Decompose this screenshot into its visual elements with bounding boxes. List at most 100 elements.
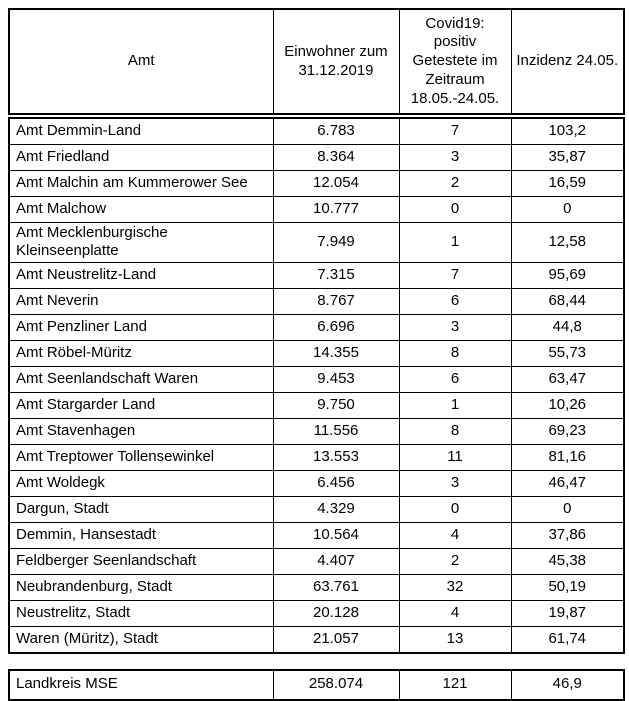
cell-einwohner: 4.407 xyxy=(272,547,400,575)
table-row: Neustrelitz, Stadt 20.128 4 19,87 xyxy=(8,599,625,627)
cell-getestete: 7 xyxy=(398,117,512,145)
cell-amt: Amt Treptower Tollensewinkel xyxy=(8,443,274,471)
cell-getestete: 3 xyxy=(398,313,512,341)
cell-einwohner: 6.696 xyxy=(272,313,400,341)
cell-amt: Feldberger Seenlandschaft xyxy=(8,547,274,575)
cell-inzidenz: 46,9 xyxy=(510,669,625,701)
cell-amt: Dargun, Stadt xyxy=(8,495,274,523)
cell-inzidenz: 55,73 xyxy=(510,339,625,367)
cell-einwohner: 63.761 xyxy=(272,573,400,601)
cell-getestete: 8 xyxy=(398,417,512,445)
cell-getestete: 6 xyxy=(398,365,512,393)
column-header-inzidenz: Inzidenz 24.05. xyxy=(510,8,625,115)
cell-amt: Amt Röbel-Müritz xyxy=(8,339,274,367)
cell-inzidenz: 95,69 xyxy=(510,261,625,289)
cell-amt: Amt Friedland xyxy=(8,144,274,171)
header-row: Amt Einwohner zum 31.12.2019 Covid19: po… xyxy=(8,8,625,115)
table-row: Amt Stargarder Land 9.750 1 10,26 xyxy=(8,391,625,419)
cell-einwohner: 9.750 xyxy=(272,391,400,419)
cell-amt: Landkreis MSE xyxy=(8,669,274,701)
cell-getestete: 3 xyxy=(398,469,512,497)
total-row: Landkreis MSE 258.074 121 46,9 xyxy=(8,669,625,701)
table-row: Amt Malchow 10.777 0 0 xyxy=(8,196,625,223)
cell-einwohner: 10.777 xyxy=(272,196,400,223)
cell-einwohner: 6.783 xyxy=(272,117,400,145)
cell-inzidenz: 19,87 xyxy=(510,599,625,627)
cell-inzidenz: 44,8 xyxy=(510,313,625,341)
cell-getestete: 1 xyxy=(398,222,512,263)
cell-inzidenz: 69,23 xyxy=(510,417,625,445)
cell-einwohner: 7.949 xyxy=(272,222,400,263)
cell-amt: Amt Malchow xyxy=(8,196,274,223)
cell-amt: Amt Seenlandschaft Waren xyxy=(8,365,274,393)
table-row: Amt Friedland 8.364 3 35,87 xyxy=(8,144,625,171)
cell-getestete: 1 xyxy=(398,391,512,419)
cell-amt: Amt Malchin am Kummerower See xyxy=(8,170,274,197)
cell-amt: Amt Demmin-Land xyxy=(8,117,274,145)
cell-amt: Amt Mecklenburgische Kleinseenplatte xyxy=(8,222,274,263)
cell-amt: Demmin, Hansestadt xyxy=(8,521,274,549)
cell-getestete: 0 xyxy=(398,495,512,523)
amt-data-table: Amt Demmin-Land 6.783 7 103,2 Amt Friedland 8… xyxy=(8,117,625,654)
cell-einwohner: 4.329 xyxy=(272,495,400,523)
cell-amt: Neustrelitz, Stadt xyxy=(8,599,274,627)
cell-getestete: 2 xyxy=(398,170,512,197)
column-header-einwohner: Einwohner zum 31.12.2019 xyxy=(272,8,400,115)
cell-einwohner: 14.355 xyxy=(272,339,400,367)
cell-einwohner: 7.315 xyxy=(272,261,400,289)
cell-getestete: 121 xyxy=(398,669,512,701)
column-header-amt: Amt xyxy=(8,8,274,115)
cell-inzidenz: 81,16 xyxy=(510,443,625,471)
cell-inzidenz: 0 xyxy=(510,495,625,523)
column-header-getestete: Covid19: positiv Getestete im Zeitraum 1… xyxy=(398,8,512,115)
cell-inzidenz: 12,58 xyxy=(510,222,625,263)
cell-einwohner: 21.057 xyxy=(272,625,400,654)
cell-einwohner: 20.128 xyxy=(272,599,400,627)
cell-einwohner: 10.564 xyxy=(272,521,400,549)
table-row: Amt Seenlandschaft Waren 9.453 6 63,47 xyxy=(8,365,625,393)
cell-inzidenz: 0 xyxy=(510,196,625,223)
cell-getestete: 6 xyxy=(398,287,512,315)
cell-amt: Amt Woldegk xyxy=(8,469,274,497)
cell-getestete: 0 xyxy=(398,196,512,223)
cell-amt: Amt Neustrelitz-Land xyxy=(8,261,274,289)
cell-inzidenz: 10,26 xyxy=(510,391,625,419)
landkreis-total-table: Landkreis MSE 258.074 121 46,9 xyxy=(8,668,625,701)
table-row: Amt Mecklenburgische Kleinseenplatte 7.94… xyxy=(8,222,625,263)
cell-inzidenz: 63,47 xyxy=(510,365,625,393)
table-row: Demmin, Hansestadt 10.564 4 37,86 xyxy=(8,521,625,549)
column-header-table: Amt Einwohner zum 31.12.2019 Covid19: po… xyxy=(8,8,625,115)
cell-getestete: 2 xyxy=(398,547,512,575)
cell-amt: Amt Neverin xyxy=(8,287,274,315)
cell-einwohner: 6.456 xyxy=(272,469,400,497)
cell-getestete: 3 xyxy=(398,144,512,171)
cell-inzidenz: 45,38 xyxy=(510,547,625,575)
table-row: Feldberger Seenlandschaft 4.407 2 45,38 xyxy=(8,547,625,575)
cell-inzidenz: 61,74 xyxy=(510,625,625,654)
cell-einwohner: 8.364 xyxy=(272,144,400,171)
cell-einwohner: 9.453 xyxy=(272,365,400,393)
table-row: Dargun, Stadt 4.329 0 0 xyxy=(8,495,625,523)
cell-einwohner: 12.054 xyxy=(272,170,400,197)
cell-inzidenz: 68,44 xyxy=(510,287,625,315)
cell-inzidenz: 16,59 xyxy=(510,170,625,197)
cell-inzidenz: 35,87 xyxy=(510,144,625,171)
cell-inzidenz: 46,47 xyxy=(510,469,625,497)
table-row: Amt Woldegk 6.456 3 46,47 xyxy=(8,469,625,497)
table-row: Amt Demmin-Land 6.783 7 103,2 xyxy=(8,117,625,145)
cell-getestete: 8 xyxy=(398,339,512,367)
cell-einwohner: 11.556 xyxy=(272,417,400,445)
table-row: Amt Stavenhagen 11.556 8 69,23 xyxy=(8,417,625,445)
table-row: Amt Neverin 8.767 6 68,44 xyxy=(8,287,625,315)
cell-getestete: 32 xyxy=(398,573,512,601)
cell-getestete: 4 xyxy=(398,599,512,627)
cell-inzidenz: 103,2 xyxy=(510,117,625,145)
table-row: Amt Treptower Tollensewinkel 13.553 11 81,1… xyxy=(8,443,625,471)
table-row: Neubrandenburg, Stadt 63.761 32 50,19 xyxy=(8,573,625,601)
cell-amt: Amt Stavenhagen xyxy=(8,417,274,445)
table-row: Amt Malchin am Kummerower See 12.054 2 16,5… xyxy=(8,170,625,197)
table-row: Amt Penzliner Land 6.696 3 44,8 xyxy=(8,313,625,341)
body-rows: Amt Demmin-Land 6.783 7 103,2 Amt Friedland 8… xyxy=(8,117,625,654)
table-row: Amt Neustrelitz-Land 7.315 7 95,69 xyxy=(8,261,625,289)
cell-einwohner: 258.074 xyxy=(272,669,400,701)
